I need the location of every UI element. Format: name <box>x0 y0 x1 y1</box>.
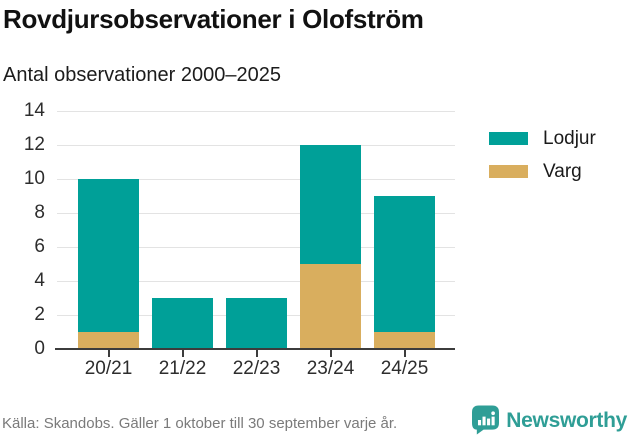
y-axis-tick-label: 12 <box>23 134 45 155</box>
source-note: Källa: Skandobs. Gäller 1 oktober till 3… <box>2 415 398 432</box>
chart-subtitle: Antal observationer 2000–2025 <box>3 64 281 86</box>
x-axis-tick <box>403 350 406 357</box>
bar-segment-lodjur-21-22 <box>152 298 213 349</box>
bar-segment-lodjur-24-25 <box>374 196 435 332</box>
newsworthy-logo[interactable]: Newsworthy <box>472 405 627 435</box>
legend-swatch-varg <box>489 165 528 178</box>
legend-label: Lodjur <box>543 128 596 149</box>
legend-item-lodjur: Lodjur <box>489 129 596 148</box>
x-axis-label: 22/23 <box>232 358 281 379</box>
gridline-y10 <box>57 178 455 180</box>
x-axis-tick <box>329 350 332 357</box>
y-axis-tick-label: 6 <box>34 236 45 257</box>
x-axis-label: 24/25 <box>380 358 429 379</box>
gridline-y12 <box>57 144 455 146</box>
y-axis-tick-label: 10 <box>23 168 45 189</box>
gridline-y8 <box>57 212 455 214</box>
bar-segment-varg-24-25 <box>374 332 435 349</box>
legend-label: Varg <box>543 161 582 182</box>
legend-swatch-lodjur <box>489 132 528 145</box>
bar-segment-lodjur-22-23 <box>226 298 287 349</box>
axis-baseline <box>55 348 455 350</box>
gridline-y4 <box>57 280 455 282</box>
legend: Lodjur Varg <box>489 129 596 195</box>
newsworthy-logo-icon <box>472 405 500 435</box>
x-axis-label: 21/22 <box>158 358 207 379</box>
x-axis-tick <box>181 350 184 357</box>
page-title: Rovdjursobservationer i Olofström <box>3 4 424 34</box>
gridline-y14 <box>57 110 455 112</box>
y-axis-tick-label: 4 <box>34 270 45 291</box>
x-axis-label: 20/21 <box>84 358 133 379</box>
x-axis-tick <box>255 350 258 357</box>
bar-segment-varg-20-21 <box>78 332 139 349</box>
bar-segment-lodjur-20-21 <box>78 179 139 332</box>
y-axis-tick-label: 0 <box>34 338 45 359</box>
bar-segment-varg-23-24 <box>300 264 361 349</box>
gridline-y6 <box>57 246 455 248</box>
x-axis-tick <box>107 350 110 357</box>
x-axis-label: 23/24 <box>306 358 355 379</box>
y-axis-tick-label: 2 <box>34 304 45 325</box>
newsworthy-wordmark: Newsworthy <box>506 408 627 432</box>
y-axis-tick-label: 14 <box>23 100 45 121</box>
y-axis-tick-label: 8 <box>34 202 45 223</box>
legend-item-varg: Varg <box>489 162 596 181</box>
bar-segment-lodjur-23-24 <box>300 145 361 264</box>
